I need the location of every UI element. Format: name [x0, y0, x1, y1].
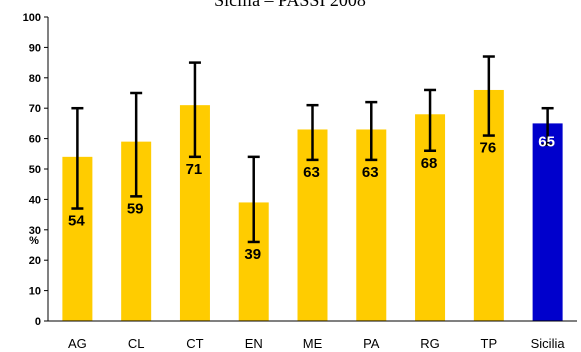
bar [356, 129, 387, 321]
y-tick-label: 100 [23, 12, 41, 24]
data-label: 65 [538, 134, 555, 151]
y-tick-label: 70 [29, 103, 41, 115]
y-axis-label: % [29, 235, 39, 247]
data-label: 39 [244, 246, 261, 263]
x-tick-label: RG [420, 336, 440, 351]
x-axis: AG CL CT EN ME PA RG TP Sicilia [48, 320, 577, 351]
data-label: 63 [362, 164, 379, 181]
y-tick-label: 60 [29, 134, 41, 146]
error-bars-group [71, 55, 554, 244]
x-tick-label: CL [128, 336, 145, 351]
y-tick-label: 90 [29, 42, 41, 54]
x-tick-label: EN [245, 336, 263, 351]
y-tick-label: 10 [29, 286, 41, 298]
y-tick-label: 50 [29, 164, 41, 176]
data-label: 63 [303, 164, 320, 181]
y-tick-label: 0 [35, 316, 41, 328]
data-label: 76 [479, 140, 496, 157]
x-tick-label: Sicilia [531, 336, 566, 351]
data-label: 59 [127, 200, 144, 217]
y-tick-label: 20 [29, 255, 41, 267]
x-tick-label: CT [186, 336, 203, 351]
x-tick-label: PA [363, 336, 380, 351]
y-tick-label: 80 [29, 73, 41, 85]
data-labels-group: 54 59 71 39 63 63 68 76 65 [68, 134, 555, 263]
bar [297, 129, 328, 321]
bar [532, 123, 563, 322]
x-tick-label: ME [303, 336, 323, 351]
chart-title: Sicilia – PASSI 2008 [214, 0, 366, 10]
x-tick-label: AG [68, 336, 87, 351]
bars-group [62, 89, 563, 322]
x-tick-label: TP [481, 336, 498, 351]
data-label: 71 [186, 161, 203, 178]
y-axis: 0 10 20 30 40 50 60 70 80 90 100 [23, 12, 49, 328]
data-label: 68 [421, 155, 438, 172]
data-label: 54 [68, 213, 85, 230]
y-tick-label: 30 [29, 225, 41, 237]
y-tick-label: 40 [29, 194, 41, 206]
